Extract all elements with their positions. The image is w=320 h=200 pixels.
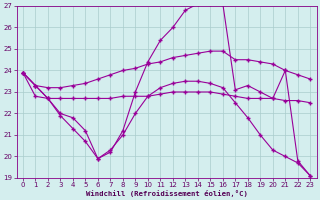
X-axis label: Windchill (Refroidissement éolien,°C): Windchill (Refroidissement éolien,°C) — [86, 190, 248, 197]
